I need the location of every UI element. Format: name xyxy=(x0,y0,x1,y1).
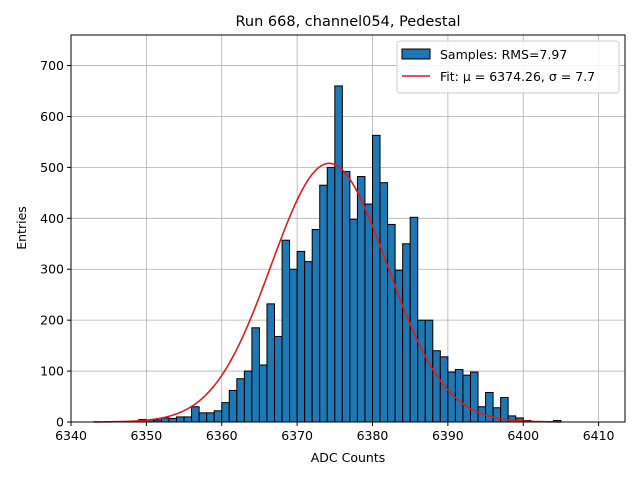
histogram-bar xyxy=(417,319,426,423)
y-tick-label: 700 xyxy=(40,58,64,73)
histogram-bar xyxy=(191,406,200,423)
histogram-bar xyxy=(387,223,396,423)
histogram-bar xyxy=(402,243,411,423)
histogram-bar xyxy=(236,378,245,423)
histogram-bar xyxy=(424,319,434,423)
histogram-bar xyxy=(319,184,328,423)
histogram-bar xyxy=(243,370,253,423)
y-tick-label: 500 xyxy=(40,160,64,175)
histogram-bar xyxy=(349,218,358,423)
y-tick-label: 600 xyxy=(40,109,64,124)
y-tick-label: 300 xyxy=(40,262,64,277)
histogram-bars xyxy=(108,85,562,423)
y-tick-label: 200 xyxy=(40,313,64,328)
histogram-bar xyxy=(289,268,298,423)
histogram-bar xyxy=(281,239,291,423)
histogram-bar xyxy=(326,166,336,423)
x-axis-ticks: 6340 6350 6360 6370 6380 6390 6400 6410 xyxy=(55,422,615,443)
x-tick-label: 6390 xyxy=(432,428,464,443)
x-tick-label: 6370 xyxy=(281,428,313,443)
legend-bar-swatch xyxy=(401,48,431,60)
histogram-bar xyxy=(341,170,351,423)
legend: Samples: RMS=7.97 Fit: μ = 6374.26, σ = … xyxy=(396,40,620,94)
histogram-bar xyxy=(311,229,321,423)
plot-frame xyxy=(70,34,626,423)
legend-box xyxy=(396,40,620,94)
x-axis-label: ADC Counts xyxy=(311,450,386,465)
histogram-bar xyxy=(183,416,193,423)
y-tick-label: 400 xyxy=(40,211,64,226)
y-tick-label: 100 xyxy=(40,364,64,379)
histogram-bar xyxy=(258,364,268,423)
histogram-bar xyxy=(266,303,276,423)
y-tick-label: 0 xyxy=(56,415,64,430)
histogram-bar xyxy=(492,407,502,423)
histogram-bar xyxy=(221,402,230,423)
histogram-bar xyxy=(364,203,373,423)
histogram-bar xyxy=(213,410,223,423)
x-tick-label: 6400 xyxy=(507,428,539,443)
histogram-bar xyxy=(168,417,178,423)
fit-curve xyxy=(93,162,561,423)
legend-samples-label: Samples: RMS=7.97 xyxy=(440,47,567,62)
x-tick-label: 6360 xyxy=(206,428,238,443)
x-tick-label: 6340 xyxy=(55,428,87,443)
histogram-bar xyxy=(228,389,238,423)
legend-fit-label: Fit: μ = 6374.26, σ = 7.7 xyxy=(440,69,595,84)
histogram-bar xyxy=(251,327,260,423)
histogram-bar xyxy=(334,85,343,423)
histogram-bar xyxy=(379,182,389,423)
histogram-bar xyxy=(206,412,215,423)
histogram-bar xyxy=(469,371,479,423)
histogram-bar xyxy=(454,369,464,423)
histogram-bar xyxy=(274,335,283,423)
y-axis-label: Entries xyxy=(14,206,29,250)
histogram-bar xyxy=(432,350,441,423)
histogram-bar xyxy=(304,261,313,423)
chart-title: Run 668, channel054, Pedestal xyxy=(235,14,460,30)
x-tick-label: 6350 xyxy=(130,428,162,443)
x-tick-label: 6380 xyxy=(357,428,389,443)
histogram-bar xyxy=(371,134,381,423)
histogram-bar xyxy=(462,374,471,423)
histogram-bar xyxy=(394,269,404,423)
histogram-bar xyxy=(356,176,366,423)
histogram-bar xyxy=(296,250,306,423)
histogram-bar xyxy=(198,412,208,423)
histogram-bar xyxy=(409,216,419,423)
y-axis-ticks: 0 100 200 300 400 500 600 700 xyxy=(40,58,71,430)
x-tick-label: 6410 xyxy=(583,428,615,443)
histogram-bar xyxy=(176,416,185,423)
